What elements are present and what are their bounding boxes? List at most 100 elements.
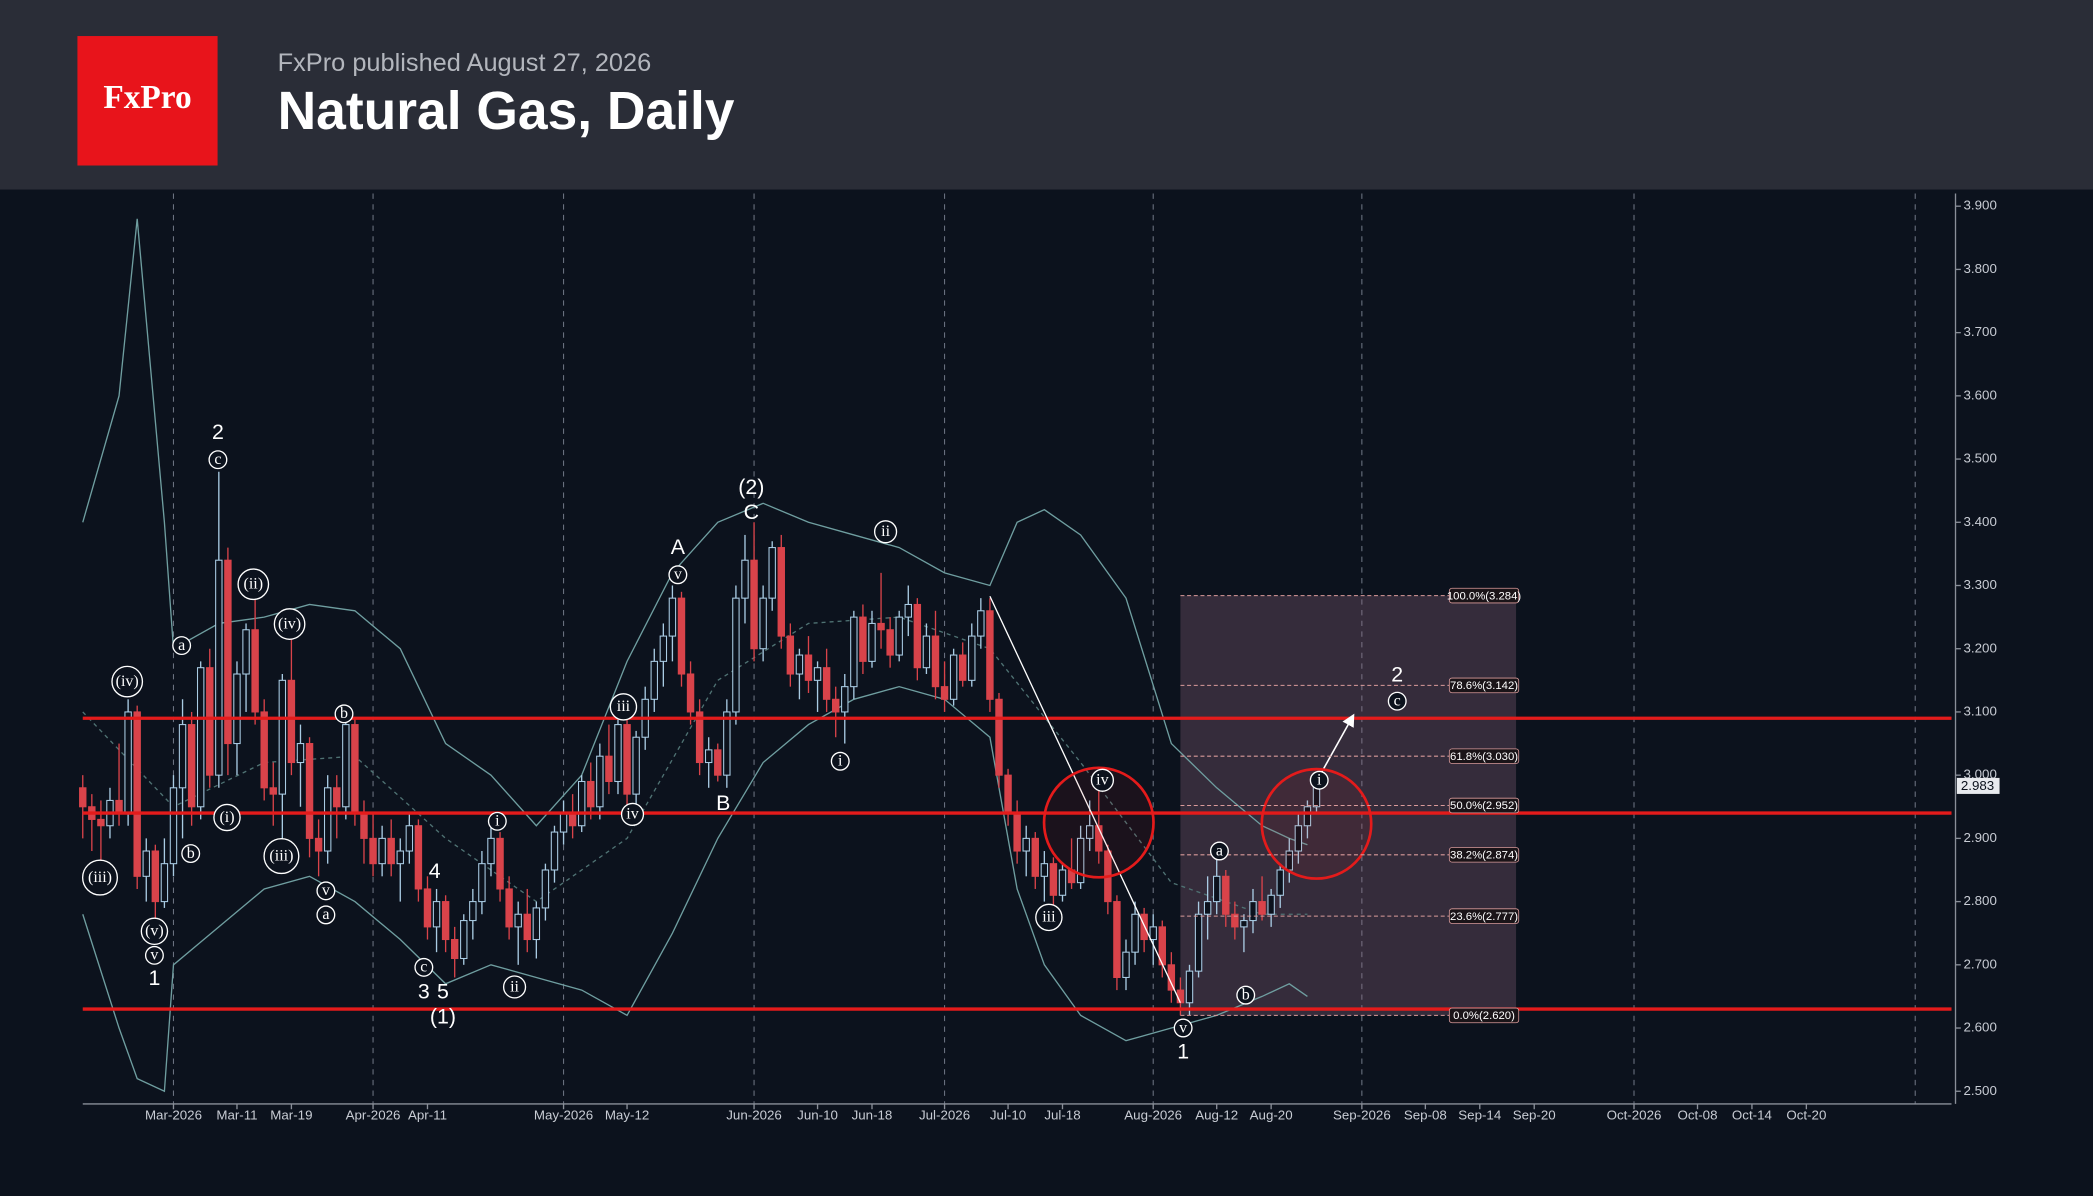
x-tick-label: Sep-14 — [1458, 1107, 1502, 1122]
candle-body — [668, 597, 677, 637]
wave-marker — [620, 802, 645, 826]
candle-body — [541, 869, 550, 909]
candle-body — [958, 654, 967, 681]
candle-body — [487, 837, 495, 865]
wave-label: 2 — [212, 420, 224, 444]
wave-label: v — [1179, 1019, 1187, 1036]
candle-body — [986, 610, 994, 700]
wave-marker — [1236, 985, 1256, 1005]
candle-body — [160, 863, 169, 903]
x-tick-label: Oct-2026 — [1607, 1107, 1662, 1122]
wave-marker — [502, 975, 527, 999]
wave-label: 2 — [1391, 663, 1403, 687]
wave-label: a — [322, 906, 329, 923]
wave-marker — [609, 693, 638, 721]
wave-marker — [1090, 768, 1115, 792]
candle-body — [233, 673, 241, 745]
wave-marker — [208, 450, 228, 470]
title: Natural Gas, Daily — [278, 82, 735, 141]
wave-marker — [81, 859, 119, 896]
x-tick-label: Jul-18 — [1044, 1107, 1080, 1122]
x-tick-label: May-2026 — [534, 1107, 593, 1122]
candle-body — [1095, 825, 1103, 852]
x-tick-label: Oct-08 — [1678, 1107, 1718, 1122]
candle-body — [659, 635, 668, 662]
candle-body — [568, 812, 577, 827]
y-tick-label: 2.500 — [1964, 1083, 1997, 1098]
fib-label: 0.0%(2.620) — [1453, 1010, 1515, 1022]
wave-label: 5 — [437, 979, 449, 1003]
wave-label: C — [744, 500, 759, 524]
candle-body — [142, 850, 150, 877]
candle-body — [714, 749, 722, 776]
candle-body — [1085, 825, 1094, 839]
fib-label-box — [1448, 797, 1520, 814]
fib-label-box — [1448, 748, 1520, 764]
candle-body — [850, 616, 858, 688]
candle-body — [750, 559, 758, 650]
fib-label-box — [1448, 1007, 1520, 1024]
candle-body — [1276, 869, 1284, 896]
fib-label: 23.6%(2.777) — [1450, 911, 1518, 923]
candle-body — [723, 711, 731, 776]
wave-label: a — [178, 637, 185, 654]
candle-body — [369, 837, 377, 865]
x-tick-label: Aug-2026 — [1124, 1107, 1182, 1122]
wave-marker — [263, 838, 300, 875]
wave-label: B — [716, 791, 730, 815]
wave-label: b — [187, 845, 195, 862]
x-tick-label: Oct-20 — [1786, 1107, 1826, 1122]
trendline — [989, 595, 1182, 1004]
fib-label: 100.0%(3.284) — [1447, 590, 1522, 602]
candle-body — [124, 711, 132, 814]
highlight-circle — [1042, 766, 1155, 879]
wave-marker — [181, 844, 201, 864]
candle-body — [1231, 913, 1239, 928]
candle-body — [704, 749, 713, 764]
wave-marker — [172, 636, 192, 656]
wave-label: ii — [510, 978, 519, 995]
candle-body — [323, 787, 332, 852]
y-tick-label: 2.700 — [1964, 956, 1997, 971]
candle-body — [196, 667, 205, 808]
candle-body — [822, 667, 831, 700]
wave-label: (2) — [738, 475, 764, 499]
x-tick-label: Apr-2026 — [346, 1107, 401, 1122]
fib-label: 38.2%(2.874) — [1450, 849, 1518, 861]
candle-body — [305, 743, 314, 839]
candle-body — [605, 755, 613, 783]
subtitle: FxPro published August 27, 2026 — [278, 49, 652, 77]
candle-body — [1249, 901, 1257, 922]
candle-body — [342, 724, 350, 808]
x-tick-label: Jun-18 — [852, 1107, 893, 1122]
wave-label: i — [495, 813, 500, 830]
candle-body — [913, 603, 922, 669]
candle-body — [741, 559, 749, 599]
wave-label: v — [322, 882, 330, 899]
logo — [77, 36, 218, 166]
wave-marker — [144, 945, 164, 965]
candle-body — [387, 837, 395, 865]
candle-body — [650, 660, 658, 700]
y-tick-label: 3.600 — [1964, 387, 1997, 402]
band-line — [82, 616, 1308, 915]
wave-label: iv — [1096, 772, 1108, 789]
wave-label: ii — [881, 523, 890, 540]
plot-area: 100.0%(3.284)78.6%(3.142)61.8%(3.030)50.… — [79, 193, 2000, 1122]
candle-body — [405, 825, 414, 852]
wave-marker — [273, 608, 306, 640]
candle-body — [242, 629, 250, 675]
candle-body — [868, 622, 876, 662]
candle-body — [940, 686, 949, 700]
logo-text: FxPro — [103, 79, 191, 116]
wave-marker — [668, 565, 688, 585]
candle-body — [278, 679, 287, 795]
candle-body — [133, 711, 141, 877]
wave-marker — [316, 881, 336, 901]
fib-label-box — [1448, 908, 1520, 924]
candle-body — [949, 654, 958, 700]
candle-body — [1013, 812, 1021, 852]
wave-label: iv — [626, 806, 638, 823]
